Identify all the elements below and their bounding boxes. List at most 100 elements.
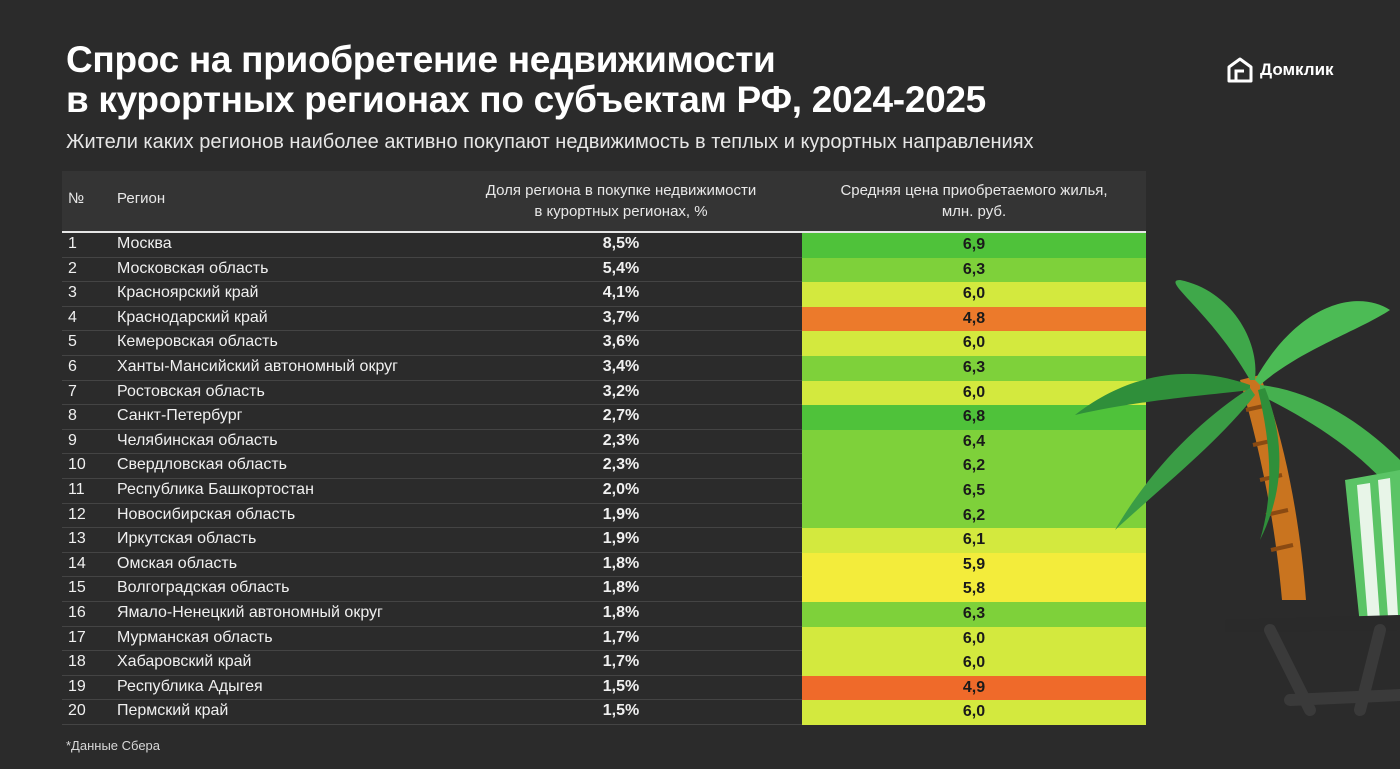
row-price-cell: 6,0: [802, 626, 1146, 652]
palm-and-deckchair-illustration: [1075, 280, 1400, 716]
row-region: Ханты-Мансийский автономный округ: [117, 357, 398, 375]
row-share: 1,7%: [602, 628, 640, 646]
row-share: 2,7%: [602, 407, 640, 425]
table-header: № Регион Доля региона в покупке недвижим…: [62, 171, 1146, 231]
row-region: Красноярский край: [117, 284, 259, 302]
row-region: Свердловская область: [117, 456, 287, 474]
row-num: 19: [68, 677, 86, 695]
row-region: Челябинская область: [117, 431, 278, 449]
house-icon: [1227, 57, 1253, 83]
row-price-cell: 5,9: [802, 552, 1146, 578]
row-price-cell: 6,9: [802, 233, 1146, 258]
palm-leaf: [1115, 388, 1255, 530]
table-row: 12 Новосибирская область 1,9% 6,2: [62, 503, 1146, 529]
row-share: 1,7%: [602, 653, 640, 671]
row-num: 11: [68, 480, 85, 498]
row-price-cell: 6,2: [802, 503, 1146, 529]
row-price-cell: 6,0: [802, 380, 1146, 406]
table-row: 17 Мурманская область 1,7% 6,0: [62, 626, 1146, 652]
row-num: 8: [68, 407, 77, 425]
table-row: 18 Хабаровский край 1,7% 6,0: [62, 651, 1146, 676]
row-region: Иркутская область: [117, 530, 257, 548]
row-region: Кемеровская область: [117, 333, 278, 351]
row-num: 10: [68, 456, 86, 474]
title-line-2: в курортных регионах по субъектам РФ, 20…: [66, 79, 986, 120]
row-num: 12: [68, 505, 86, 523]
row-num: 1: [68, 235, 77, 252]
row-price-cell: 6,0: [802, 651, 1146, 676]
palm-leaf: [1260, 385, 1400, 500]
row-region: Санкт-Петербург: [117, 407, 243, 425]
table-row: 11 Республика Башкортостан 2,0% 6,5: [62, 478, 1146, 504]
row-price-cell: 6,0: [802, 700, 1146, 725]
title-line-1: Спрос на приобретение недвижимости: [66, 39, 776, 80]
table-body: 1 Москва 8,5% 6,9 2 Московская область 5,4% 6,3…: [62, 233, 1146, 725]
row-num: 15: [68, 579, 86, 597]
row-num: 13: [68, 530, 86, 548]
column-header-price-line2: млн. руб.: [941, 203, 1007, 220]
row-region: Новосибирская область: [117, 505, 296, 523]
domclick-logo: Домклик: [1226, 56, 1334, 84]
row-price-cell: 6,0: [802, 331, 1146, 356]
row-share: 8,5%: [602, 235, 640, 252]
table-row: 9 Челябинская область 2,3% 6,4: [62, 429, 1146, 455]
row-region: Московская область: [117, 259, 269, 277]
row-price-cell: 6,4: [802, 429, 1146, 455]
table-row: 7 Ростовская область 3,2% 6,0: [62, 380, 1146, 406]
row-num: 20: [68, 702, 86, 720]
row-share: 1,8%: [602, 603, 640, 621]
column-header-share: Доля региона в покупке недвижимости в ку…: [446, 180, 796, 222]
row-price-cell: 6,3: [802, 601, 1146, 627]
row-price-cell: 4,9: [802, 675, 1146, 701]
row-num: 4: [68, 308, 77, 326]
table-row: 16 Ямало-Ненецкий автономный округ 1,8% 6,3: [62, 601, 1146, 627]
row-share: 1,9%: [602, 530, 640, 548]
page-title: Спрос на приобретение недвижимости в кур…: [66, 40, 986, 120]
table-row: 3 Красноярский край 4,1% 6,0: [62, 282, 1146, 307]
logo-text: Домклик: [1260, 60, 1334, 79]
row-num: 16: [68, 603, 86, 621]
row-num: 18: [68, 653, 86, 671]
row-share: 4,1%: [602, 284, 640, 302]
row-num: 17: [68, 628, 86, 646]
footnote: *Данные Сбера: [66, 738, 161, 753]
row-share: 3,6%: [602, 333, 640, 351]
row-num: 7: [68, 382, 77, 400]
table-row: 10 Свердловская область 2,3% 6,2: [62, 454, 1146, 479]
row-price-cell: 6,3: [802, 355, 1146, 381]
row-region: Омская область: [117, 554, 238, 572]
row-price-cell: 6,1: [802, 528, 1146, 553]
column-header-region: Регион: [117, 190, 166, 207]
table-row: 5 Кемеровская область 3,6% 6,0: [62, 331, 1146, 356]
table-row: 1 Москва 8,5% 6,9: [62, 233, 1146, 258]
column-header-share-line2: в курортных регионах, %: [534, 203, 708, 220]
palm-leaf: [1255, 301, 1390, 385]
table-row: 14 Омская область 1,8% 5,9: [62, 552, 1146, 578]
column-header-price: Средняя цена приобретаемого жилья, млн. …: [802, 180, 1146, 222]
row-share: 1,9%: [602, 505, 640, 523]
row-num: 9: [68, 431, 77, 449]
row-share: 1,5%: [602, 677, 640, 695]
row-region: Республика Адыгея: [117, 677, 263, 695]
table-row: 6 Ханты-Мансийский автономный округ 3,4% 6,…: [62, 355, 1146, 381]
row-share: 3,7%: [602, 308, 640, 326]
header-divider: [62, 231, 1146, 233]
row-price-cell: 6,2: [802, 454, 1146, 479]
row-price-cell: 6,3: [802, 257, 1146, 283]
row-share: 2,3%: [602, 456, 640, 474]
row-price-cell: 6,0: [802, 282, 1146, 307]
column-header-share-line1: Доля региона в покупке недвижимости: [485, 182, 757, 199]
row-share: 1,8%: [602, 579, 640, 597]
row-region: Волгоградская область: [117, 579, 290, 597]
row-share: 2,0%: [602, 480, 640, 498]
row-share: 2,3%: [602, 431, 640, 449]
deckchair-frame: [1225, 615, 1400, 632]
table-row: 8 Санкт-Петербург 2,7% 6,8: [62, 405, 1146, 430]
row-num: 5: [68, 333, 77, 351]
table-row: 4 Краснодарский край 3,7% 4,8: [62, 306, 1146, 332]
palm-leaf: [1258, 388, 1280, 540]
table-row: 20 Пермский край 1,5% 6,0: [62, 700, 1146, 725]
row-region: Хабаровский край: [117, 653, 252, 671]
column-header-num: №: [68, 190, 85, 207]
row-region: Ростовская область: [117, 382, 265, 400]
